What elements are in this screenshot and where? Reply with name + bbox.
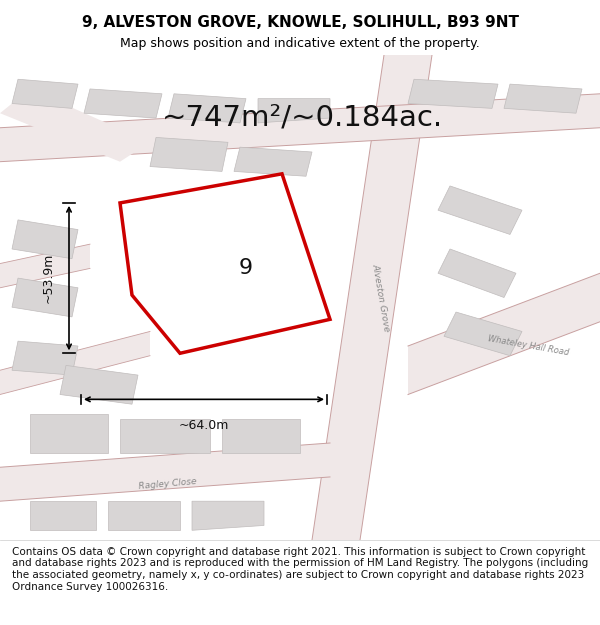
Text: Contains OS data © Crown copyright and database right 2021. This information is : Contains OS data © Crown copyright and d…	[12, 547, 588, 592]
Text: 9: 9	[239, 258, 253, 278]
Polygon shape	[504, 84, 582, 113]
Text: Ragley Close: Ragley Close	[139, 478, 197, 491]
Polygon shape	[12, 278, 78, 317]
Text: ~64.0m: ~64.0m	[179, 419, 229, 432]
Polygon shape	[258, 99, 330, 123]
Text: Alveston Grove: Alveston Grove	[371, 262, 391, 332]
Polygon shape	[0, 331, 150, 394]
Polygon shape	[120, 174, 330, 353]
Polygon shape	[438, 186, 522, 234]
Polygon shape	[0, 94, 600, 162]
Polygon shape	[30, 501, 96, 530]
Polygon shape	[192, 501, 264, 530]
Polygon shape	[168, 94, 246, 123]
Polygon shape	[408, 79, 498, 108]
Polygon shape	[12, 79, 78, 108]
Polygon shape	[0, 89, 150, 162]
Polygon shape	[222, 419, 300, 452]
Polygon shape	[150, 138, 228, 171]
Text: Whateley Hall Road: Whateley Hall Road	[487, 334, 569, 357]
Polygon shape	[408, 273, 600, 394]
Polygon shape	[60, 366, 138, 404]
Polygon shape	[84, 89, 162, 118]
Text: ~747m²/~0.184ac.: ~747m²/~0.184ac.	[162, 104, 443, 131]
Polygon shape	[234, 147, 312, 176]
Text: Map shows position and indicative extent of the property.: Map shows position and indicative extent…	[120, 38, 480, 51]
Polygon shape	[30, 414, 108, 452]
Polygon shape	[438, 249, 516, 298]
Polygon shape	[444, 312, 522, 356]
Polygon shape	[12, 220, 78, 259]
Polygon shape	[108, 501, 180, 530]
Polygon shape	[120, 419, 210, 452]
Text: 9, ALVESTON GROVE, KNOWLE, SOLIHULL, B93 9NT: 9, ALVESTON GROVE, KNOWLE, SOLIHULL, B93…	[82, 16, 518, 31]
Text: ~53.9m: ~53.9m	[41, 253, 55, 303]
Polygon shape	[312, 55, 432, 540]
Polygon shape	[12, 341, 78, 375]
Polygon shape	[0, 244, 90, 288]
Polygon shape	[0, 443, 330, 501]
